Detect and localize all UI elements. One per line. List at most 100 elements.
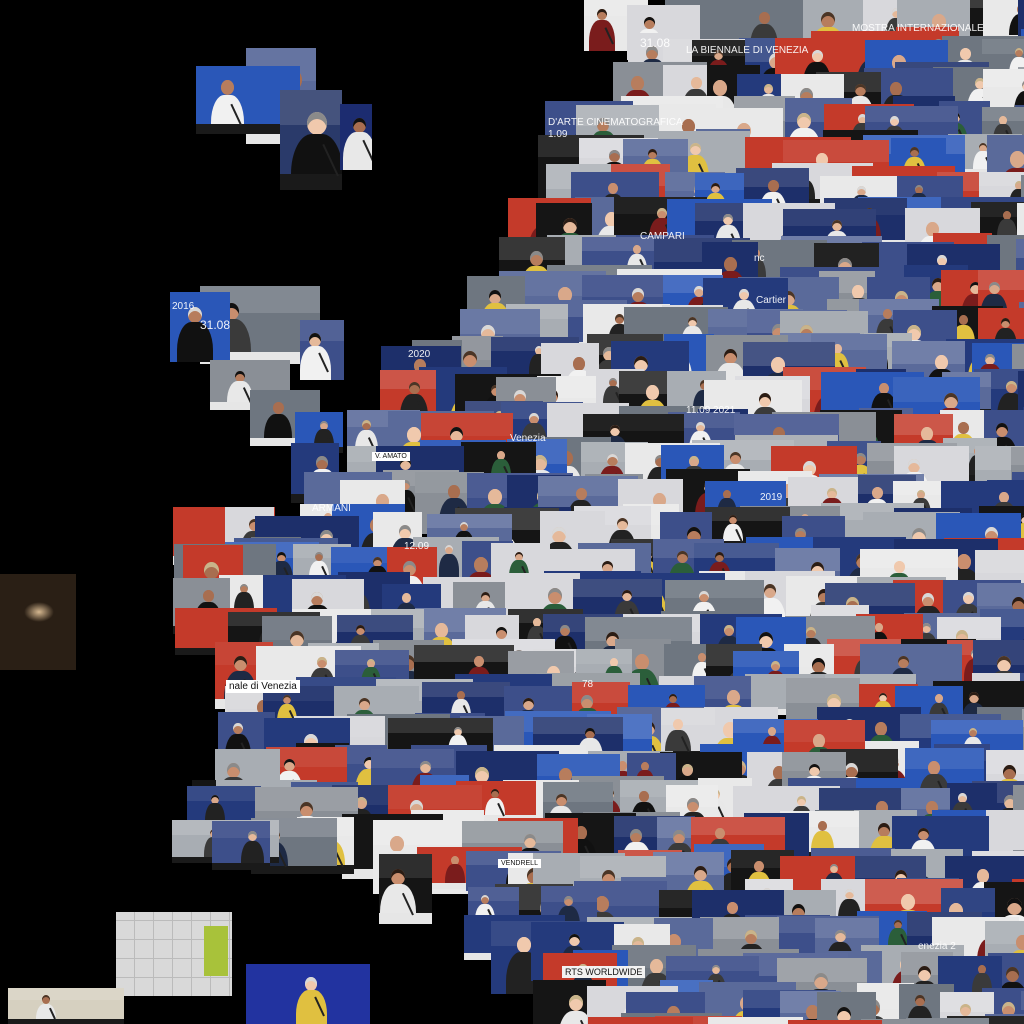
- person-head: [608, 150, 620, 162]
- person-head: [957, 422, 969, 434]
- caption-tile: nc: [754, 248, 765, 266]
- person-head: [630, 829, 642, 843]
- person-head: [875, 623, 883, 632]
- caption-tile: D'ARTE CINEMATOGRAFICA: [548, 112, 683, 130]
- sponsor-wall: [468, 887, 519, 901]
- sponsor-wall: [775, 548, 840, 571]
- person-head: [726, 902, 738, 914]
- person-head: [699, 591, 709, 602]
- person-head: [856, 186, 866, 196]
- person-head: [806, 627, 816, 638]
- press-table: [8, 1019, 124, 1024]
- person-head: [763, 84, 773, 94]
- caption: 2016: [172, 301, 195, 312]
- person-head: [645, 385, 659, 400]
- sponsor-wall: [734, 414, 839, 435]
- person-head: [817, 821, 827, 831]
- person-head: [875, 722, 887, 736]
- caption-tile: CAMPARI: [640, 226, 685, 244]
- caption: 31.08: [200, 318, 231, 332]
- caption: LA BIENNALE DI VENEZIA: [686, 45, 809, 56]
- caption-tile: RTS WORLDWIDE: [562, 962, 646, 980]
- sponsor-wall: [576, 105, 659, 126]
- sponsor-wall: [379, 854, 432, 878]
- caption: ARMANI: [312, 503, 351, 514]
- sponsor-wall: [585, 617, 692, 641]
- person-head: [581, 695, 593, 709]
- person-head: [959, 1004, 971, 1016]
- person-head: [635, 654, 649, 670]
- person-head: [1015, 48, 1023, 57]
- sponsor-wall: [187, 786, 261, 801]
- person-head: [944, 393, 958, 409]
- person-head: [811, 50, 823, 62]
- caption: 1.09: [548, 129, 568, 140]
- person-head: [445, 545, 453, 554]
- person-head: [401, 593, 411, 603]
- person-head: [309, 333, 321, 347]
- sponsor-wall: [414, 645, 514, 662]
- person-head: [917, 828, 929, 840]
- person-head: [563, 218, 577, 234]
- person-head: [834, 930, 846, 942]
- person-head: [632, 288, 644, 302]
- photo-tile: [379, 854, 432, 924]
- person-head: [690, 77, 702, 89]
- person-head: [316, 456, 328, 470]
- caption-tile: Venezia: [510, 428, 546, 446]
- photo-tile: [8, 988, 124, 1024]
- person-head: [307, 112, 327, 135]
- person-head: [723, 349, 737, 364]
- person-head: [673, 830, 685, 844]
- person-head: [689, 143, 701, 155]
- person-head: [714, 552, 724, 562]
- person-head: [552, 527, 566, 543]
- person-head: [616, 518, 628, 530]
- press-table: [280, 174, 342, 190]
- sponsor-wall: [373, 820, 470, 845]
- person-head: [573, 357, 585, 371]
- person-head: [713, 50, 723, 60]
- person-head: [299, 802, 313, 817]
- photo-tile: [212, 821, 270, 870]
- person-head: [597, 118, 609, 132]
- person-head: [1000, 318, 1010, 328]
- sponsor-wall: [865, 106, 958, 122]
- sponsor-wall: [623, 139, 688, 156]
- person-head: [854, 84, 866, 96]
- person-head: [681, 764, 693, 776]
- person-head: [630, 76, 644, 91]
- caption-tile: 2016: [172, 296, 194, 314]
- person-head: [517, 937, 531, 953]
- sponsor-wall: [380, 370, 436, 389]
- person-head: [524, 834, 536, 848]
- caption: 12.09: [404, 541, 430, 552]
- person-head: [739, 289, 749, 300]
- person-head: [759, 393, 771, 407]
- person-head: [999, 116, 1007, 125]
- sponsor-wall: [337, 615, 413, 632]
- caption: 78: [582, 679, 594, 690]
- caption: nc: [754, 253, 765, 264]
- person-head: [915, 995, 925, 1006]
- photo-backdrop: [0, 574, 76, 670]
- caption: 11.09 2021: [686, 405, 736, 416]
- sponsor-wall: [736, 168, 809, 187]
- photo-backdrop: [788, 1020, 882, 1024]
- sponsor-wall: [937, 617, 1001, 638]
- person-head: [317, 657, 327, 668]
- person-head: [1005, 967, 1019, 982]
- person-head: [1022, 80, 1024, 91]
- sponsor-wall: [661, 708, 715, 725]
- person-head: [489, 290, 501, 304]
- person-head: [358, 698, 370, 710]
- person-head: [832, 220, 842, 231]
- person-head: [758, 12, 770, 24]
- sponsor-wall: [733, 651, 799, 667]
- person-head: [962, 592, 974, 604]
- person-head: [857, 114, 867, 124]
- person-head: [693, 866, 707, 881]
- caption: V. AMATO: [372, 452, 410, 461]
- person-head: [811, 658, 825, 673]
- person-head: [729, 452, 741, 464]
